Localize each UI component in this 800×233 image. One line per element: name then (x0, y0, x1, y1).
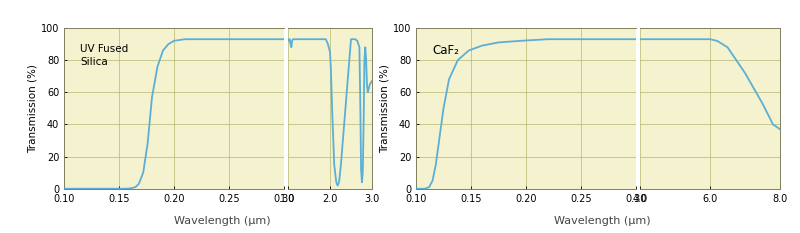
Text: Wavelength (μm): Wavelength (μm) (174, 216, 270, 226)
Y-axis label: Transmission (%): Transmission (%) (380, 64, 390, 153)
Text: UV Fused
Silica: UV Fused Silica (81, 44, 129, 67)
Text: Wavelength (μm): Wavelength (μm) (554, 216, 650, 226)
Y-axis label: Transmission (%): Transmission (%) (28, 64, 38, 153)
Text: CaF₂: CaF₂ (433, 44, 459, 57)
